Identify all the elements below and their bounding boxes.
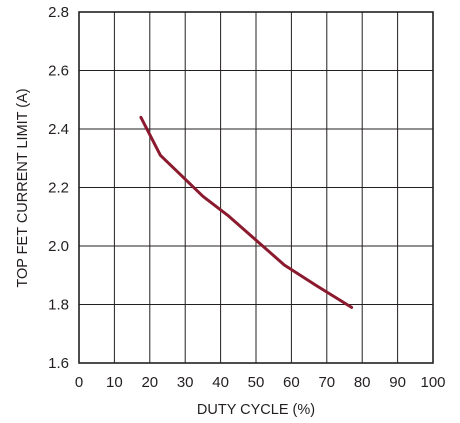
y-tick-label: 1.8 xyxy=(48,297,69,314)
x-tick-label: 0 xyxy=(75,374,83,391)
y-tick-label: 2.4 xyxy=(48,121,69,138)
x-tick-label: 100 xyxy=(420,374,445,391)
x-tick-label: 50 xyxy=(248,374,265,391)
grid xyxy=(79,12,433,363)
x-tick-label: 40 xyxy=(212,374,229,391)
y-tick-label: 2.0 xyxy=(48,238,69,255)
series-line-0 xyxy=(139,115,354,309)
x-tick-labels: 0 10 20 30 40 50 60 70 80 90 100 xyxy=(75,374,446,391)
y-tick-label: 1.6 xyxy=(48,355,69,372)
x-axis-title: DUTY CYCLE (%) xyxy=(197,402,315,418)
plot-frame xyxy=(78,11,434,364)
y-tick-label: 2.8 xyxy=(48,4,69,21)
y-tick-labels: 1.6 1.8 2.0 2.2 2.4 2.6 2.8 xyxy=(48,4,69,372)
x-tick-label: 30 xyxy=(177,374,194,391)
y-tick-label: 2.2 xyxy=(48,180,69,197)
y-axis-title: TOP FET CURRENT LIMIT (A) xyxy=(15,88,31,287)
x-tick-label: 80 xyxy=(354,374,371,391)
x-tick-label: 60 xyxy=(283,374,300,391)
x-tick-label: 20 xyxy=(141,374,158,391)
x-tick-label: 70 xyxy=(318,374,335,391)
series-layer xyxy=(139,115,354,309)
x-tick-label: 90 xyxy=(389,374,406,391)
y-tick-label: 2.6 xyxy=(48,63,69,80)
x-tick-label: 10 xyxy=(106,374,123,391)
